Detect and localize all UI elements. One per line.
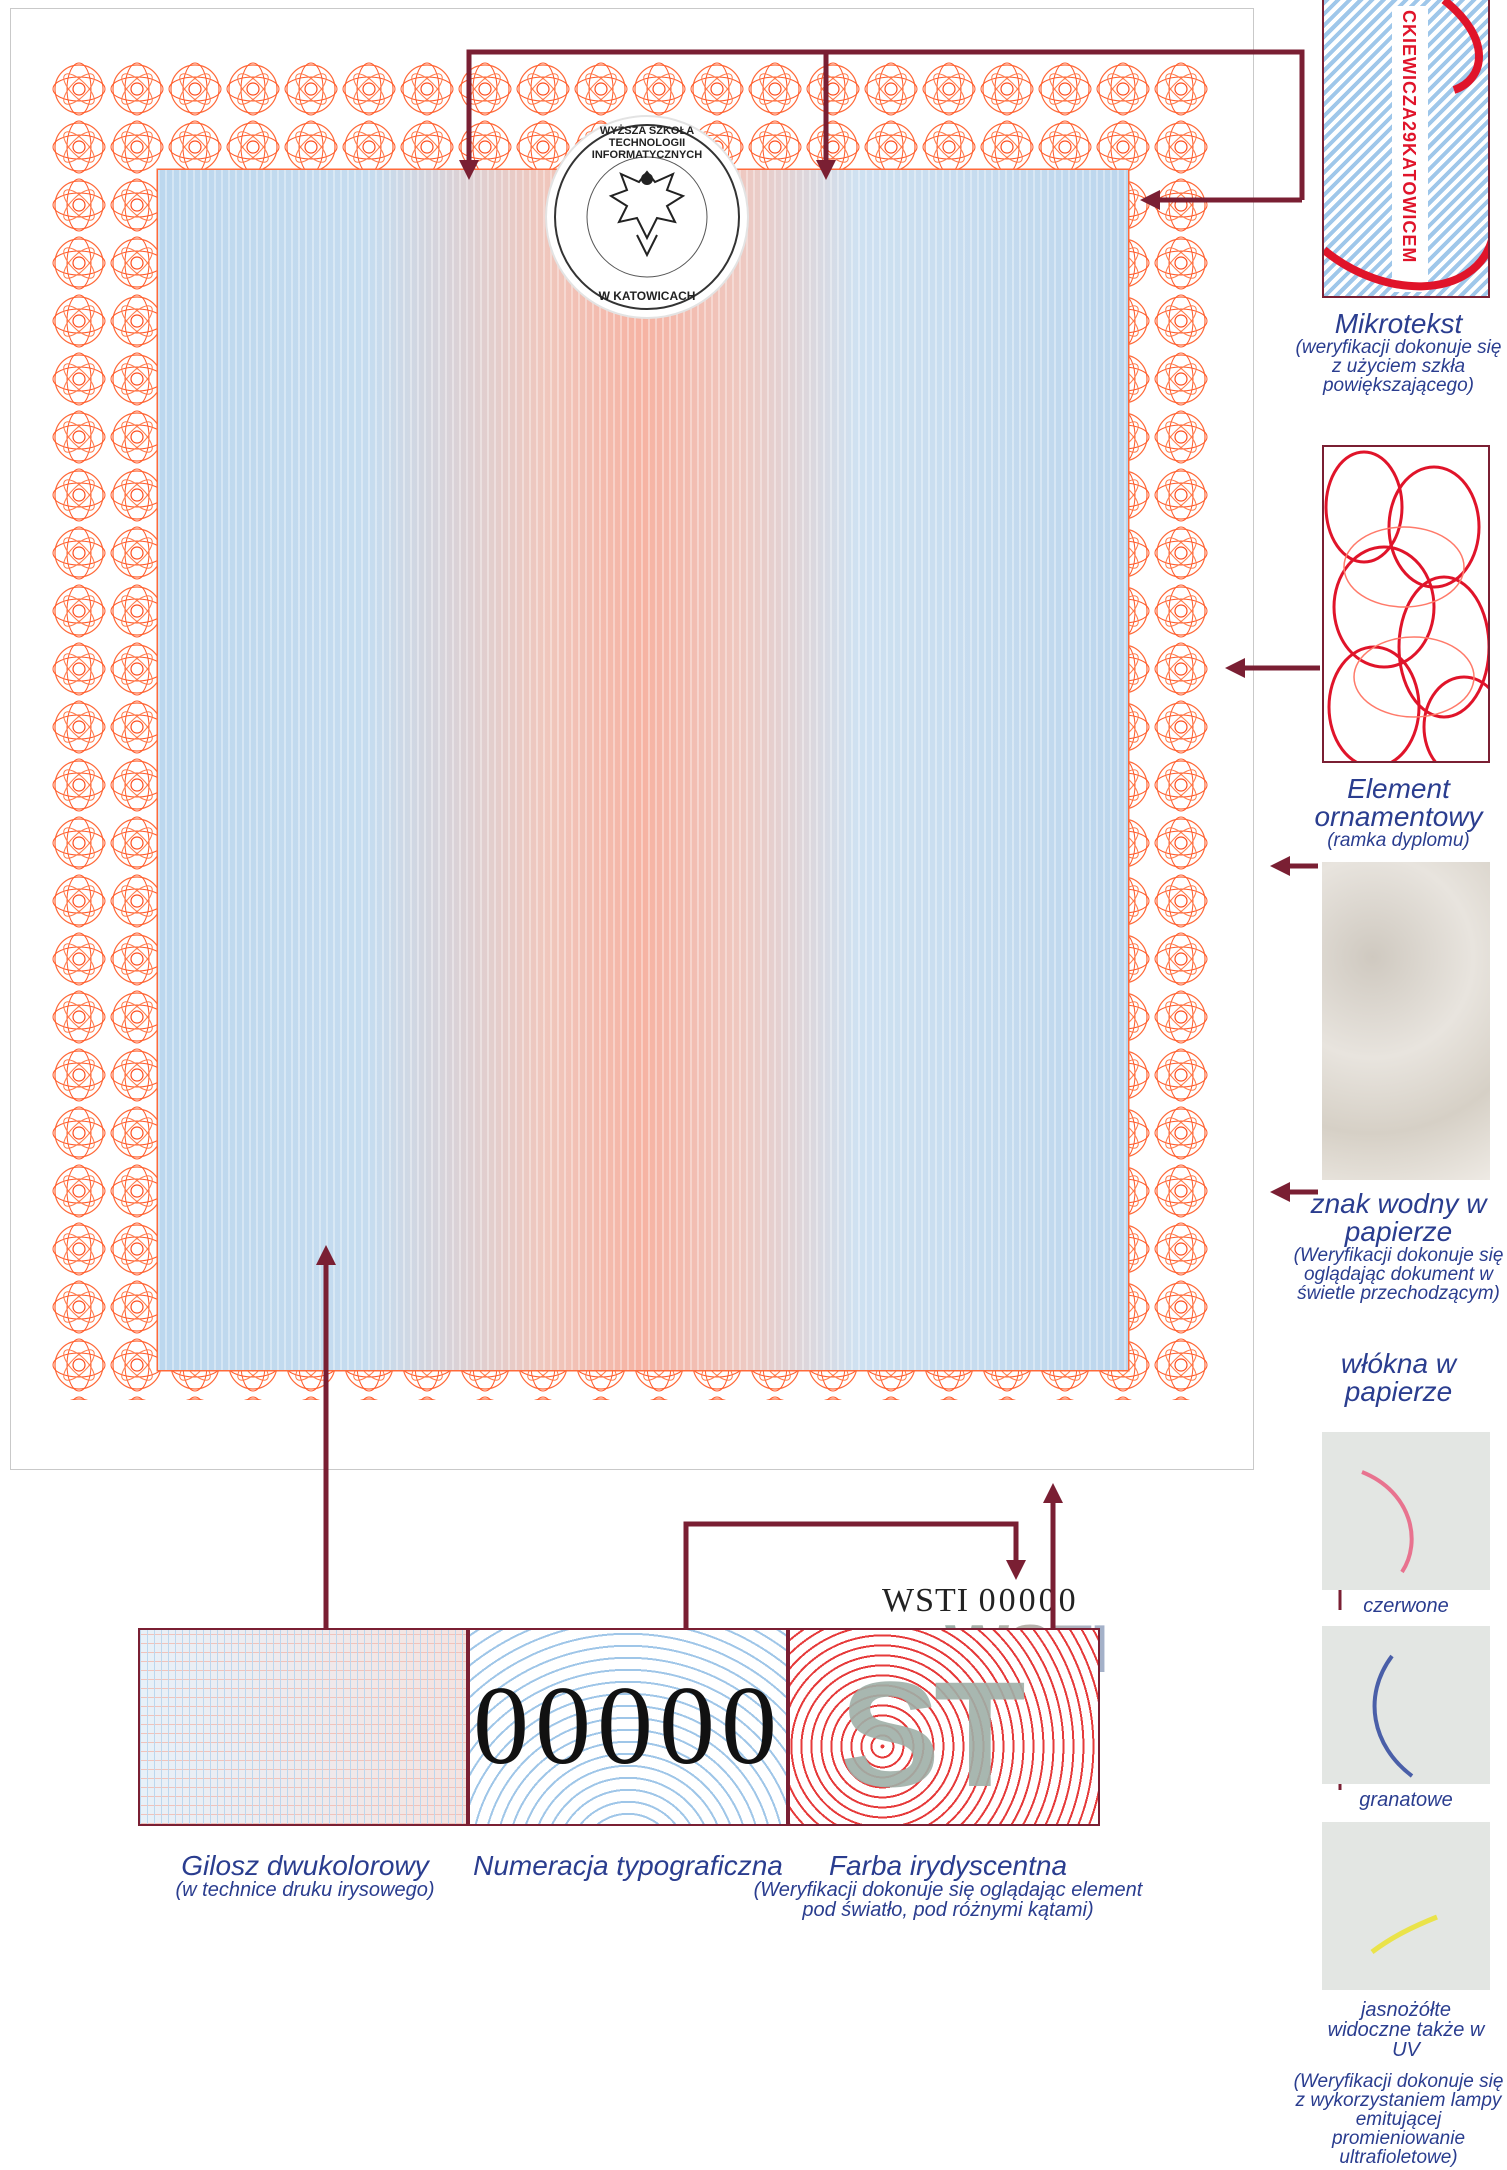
guilloche-title: Gilosz dwukolorowy <box>181 1850 429 1881</box>
fibres-note: (Weryfikacji dokonuje się z wykorzystani… <box>1293 2071 1504 2168</box>
fibre-sample-red <box>1322 1432 1490 1590</box>
iridescent-sample: ST <box>840 1650 1026 1818</box>
red-fibre-icon <box>1361 1470 1414 1574</box>
numbering-caption: Numeracja typograficzna <box>468 1852 788 1880</box>
fibre-sample-navy <box>1322 1626 1490 1784</box>
ornament-title: Element ornamentowy <box>1314 773 1483 832</box>
serial-digits: 00000 <box>978 1582 1079 1619</box>
yellow-fibre-icon <box>1370 1914 1438 1955</box>
diploma-serial-number: WSTI 00000 <box>882 1582 1079 1620</box>
microtext-caption: Mikrotekst (weryfikacji dokonuje się z u… <box>1290 308 1507 396</box>
watermark-note: (Weryfikacji dokonuje się oglądając doku… <box>1293 1245 1504 1304</box>
microtext-sample: CKIEWICZA29KATOWICEM <box>1399 10 1419 264</box>
watermark-title: znak wodny w papierze <box>1310 1188 1487 1247</box>
ornament-loops-icon <box>1324 450 1488 761</box>
guilloche-note: (w technice druku irysowego) <box>175 1879 435 1901</box>
fibre-sample-yellow <box>1322 1822 1490 1990</box>
fibres-title-block: włókna w papierze <box>1290 1350 1507 1406</box>
fibres-title: włókna w papierze <box>1340 1348 1457 1407</box>
numbering-sample-panel: 00000 <box>468 1628 788 1826</box>
fibre-label-yellow: jasnożółte widoczne także w UV <box>1327 1999 1485 2061</box>
university-seal: WYŻSZA SZKOŁA TECHNOLOGII INFORMATYCZNYC… <box>545 115 749 319</box>
ornament-sample-panel <box>1322 445 1490 763</box>
guilloche-caption: Gilosz dwukolorowy (w technice druku iry… <box>100 1850 510 1901</box>
watermark-sample-panel <box>1322 862 1490 1180</box>
serial-prefix: WSTI <box>882 1582 970 1619</box>
iridescent-caption: Farba irydyscentna (Weryfikacji dokonuje… <box>748 1850 1148 1921</box>
fibre-label-red: czerwone <box>1363 1595 1449 1617</box>
guilloche-sample-panel <box>138 1628 468 1826</box>
microtext-note: (weryfikacji dokonuje się z użyciem szkł… <box>1295 337 1502 396</box>
ornament-caption: Element ornamentowy (ramka dyplomu) <box>1290 773 1507 851</box>
numbering-sample: 00000 <box>473 1664 783 1788</box>
fibres-caption: (Weryfikacji dokonuje się z wykorzystani… <box>1290 2072 1507 2167</box>
red-curve-icon <box>1324 0 1488 291</box>
microtext-title: Mikrotekst <box>1334 308 1463 339</box>
iridescent-title: Farba irydyscentna <box>828 1850 1068 1881</box>
microtext-sample-panel: CKIEWICZA29KATOWICEM <box>1322 0 1490 298</box>
watermark-caption: znak wodny w papierze (Weryfikacji dokon… <box>1290 1188 1507 1304</box>
eagle-emblem-icon <box>554 124 740 310</box>
seal-text-bottom: W KATOWICACH <box>598 289 696 303</box>
navy-fibre-icon <box>1372 1654 1414 1778</box>
seal-text-top: WYŻSZA SZKOŁA TECHNOLOGII INFORMATYCZNYC… <box>591 125 703 161</box>
guilloche-field <box>158 170 1128 1370</box>
numbering-title: Numeracja typograficzna <box>473 1850 783 1881</box>
ornament-note: (ramka dyplomu) <box>1327 830 1470 851</box>
fibre-label-navy: granatowe <box>1359 1789 1453 1811</box>
iridescent-note: (Weryfikacji dokonuje się oglądając elem… <box>753 1879 1143 1921</box>
iridescent-sample-panel: ST <box>788 1628 1100 1826</box>
